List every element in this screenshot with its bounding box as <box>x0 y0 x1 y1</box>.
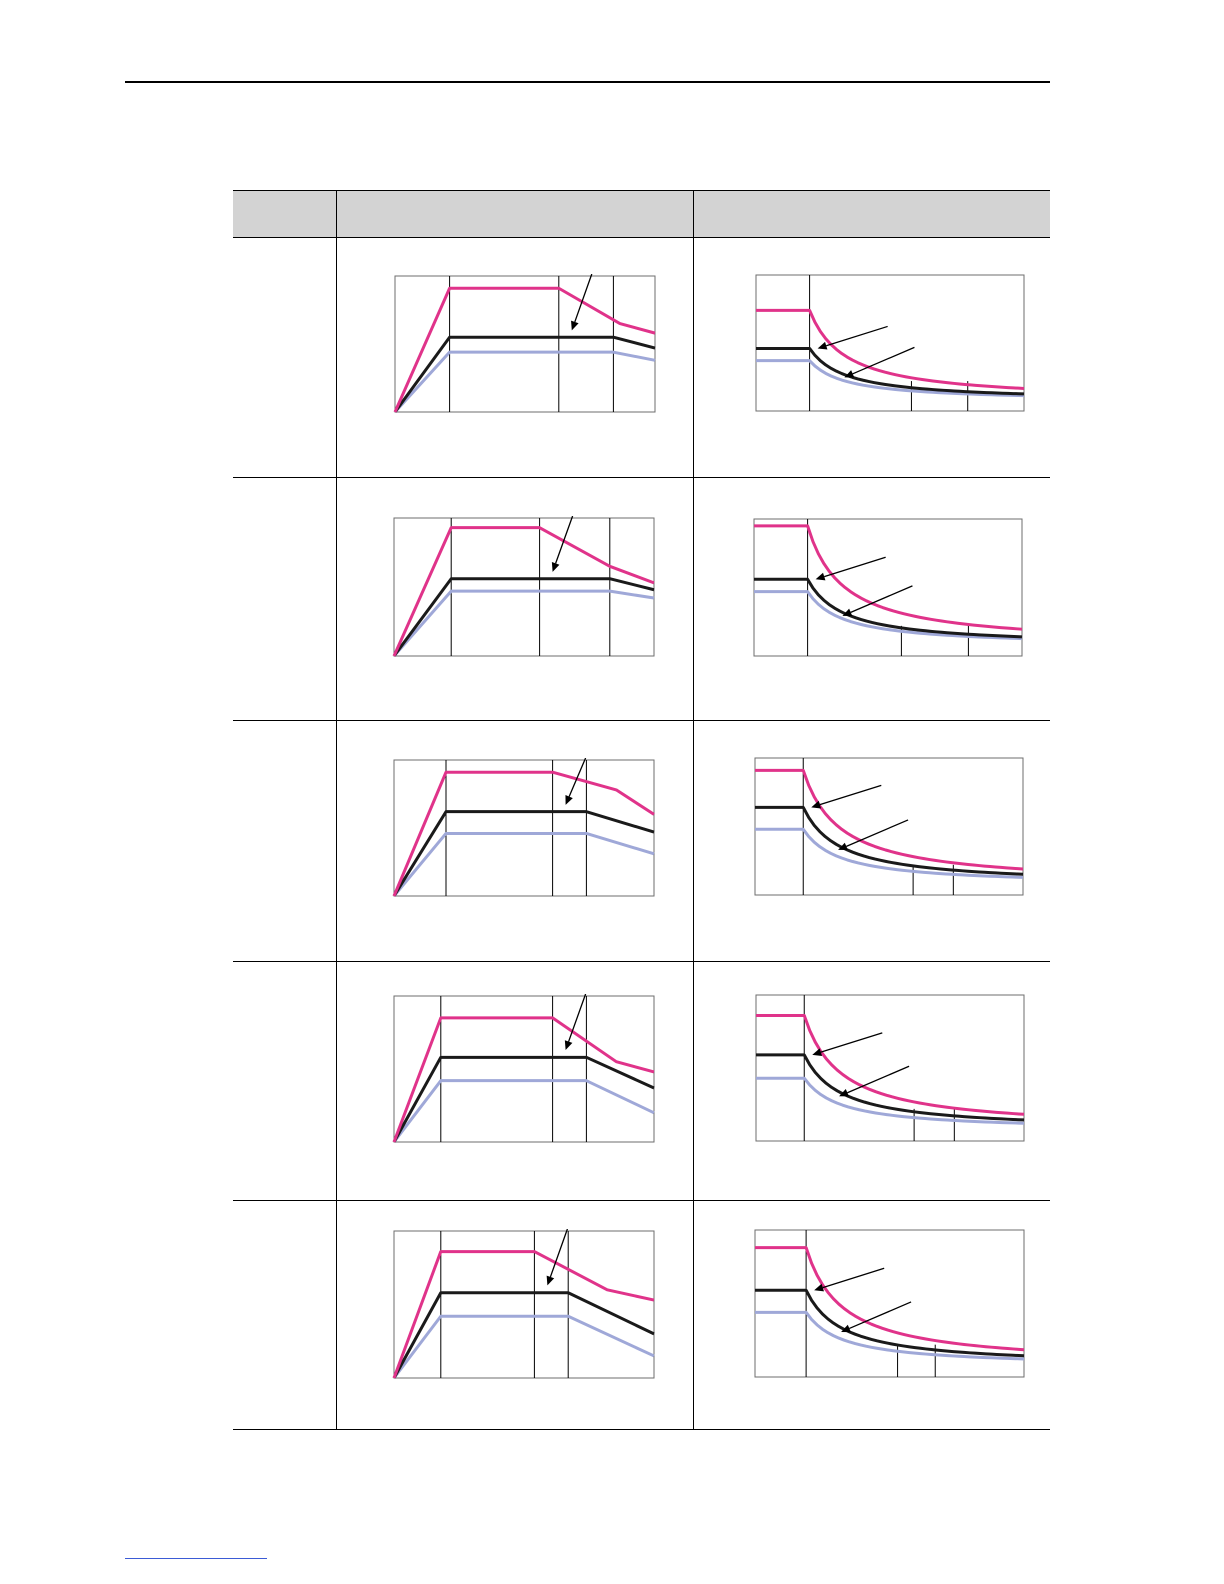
torque-chart <box>392 994 655 1143</box>
arrow-head <box>811 800 822 809</box>
annotation-arrow <box>849 1301 912 1330</box>
chart-frame <box>393 1230 655 1379</box>
row-divider <box>233 190 1050 191</box>
chart-frame <box>755 994 1025 1142</box>
torque-chart <box>392 516 655 657</box>
header-rule <box>125 81 1050 83</box>
arrow-head <box>838 842 848 851</box>
chart-frame <box>754 1229 1025 1378</box>
annotation-arrow <box>820 1032 883 1053</box>
chart-frame <box>394 275 656 413</box>
annotation-arrow <box>574 274 593 323</box>
row-divider <box>233 961 1050 962</box>
series-line-black <box>392 1291 655 1379</box>
annotation-arrow <box>852 346 915 375</box>
row-divider <box>233 477 1050 478</box>
series-line-blue <box>392 831 655 897</box>
series-line-pink <box>754 524 1023 631</box>
arrow-head <box>812 1048 823 1056</box>
series-line-pink <box>756 308 1025 390</box>
chart-frame <box>755 274 1025 412</box>
series-line-blue <box>756 359 1025 398</box>
arrow-head <box>844 370 855 378</box>
torque-speed-chart <box>755 994 1025 1142</box>
torque-chart <box>392 1229 655 1379</box>
annotation-arrow <box>822 1267 885 1289</box>
chart-frame <box>393 517 655 657</box>
arrow-head <box>564 1040 573 1051</box>
series-line-blue <box>392 1314 655 1379</box>
chart-frame <box>753 518 1023 657</box>
chart-frame <box>393 995 655 1143</box>
footer-link-underline <box>125 1558 267 1559</box>
table-header <box>233 190 1050 238</box>
annotation-arrow <box>555 516 574 564</box>
row-divider <box>233 1200 1050 1201</box>
annotation-arrow <box>568 758 587 797</box>
series-line-blue <box>756 1076 1025 1125</box>
arrow-head <box>571 320 579 331</box>
annotation-arrow <box>826 325 888 347</box>
series-line-pink <box>392 770 655 897</box>
annotation-arrow <box>824 556 886 578</box>
series-line-blue <box>393 350 656 414</box>
series-line-pink <box>392 1250 655 1379</box>
series-line-black <box>756 346 1025 396</box>
arrow-head <box>839 1089 849 1097</box>
arrow-head <box>565 795 573 805</box>
row-divider <box>233 237 1050 238</box>
series-line-blue <box>754 590 1023 641</box>
annotation-arrow <box>568 994 587 1042</box>
arrow-head <box>842 608 853 617</box>
torque-speed-chart <box>754 757 1024 896</box>
series-line-black <box>754 577 1023 639</box>
series-line-black <box>392 810 655 897</box>
column-divider <box>693 190 694 1430</box>
arrow-head <box>546 1275 555 1286</box>
characteristics-table <box>233 190 1050 1430</box>
column-divider <box>336 190 337 1430</box>
series-line-black <box>756 1053 1025 1122</box>
arrow-head <box>841 1324 851 1333</box>
torque-chart <box>392 758 655 897</box>
arrow-head <box>551 561 560 572</box>
series-line-blue <box>755 1310 1025 1361</box>
arrow-head <box>817 341 828 350</box>
annotation-arrow <box>549 1229 569 1278</box>
series-line-pink <box>392 1016 655 1143</box>
series-line-black <box>392 1055 655 1143</box>
series-line-blue <box>392 589 655 657</box>
row-divider <box>233 1429 1050 1430</box>
torque-chart <box>393 274 656 414</box>
series-line-black <box>755 805 1024 876</box>
chart-frame <box>393 759 655 897</box>
series-line-black <box>392 577 655 657</box>
torque-speed-chart <box>755 274 1025 412</box>
annotation-arrow <box>847 1065 910 1094</box>
series-line-blue <box>755 827 1024 879</box>
series-line-pink <box>393 286 656 413</box>
annotation-arrow <box>850 585 913 613</box>
series-line-pink <box>392 526 655 657</box>
series-line-pink <box>755 1246 1025 1352</box>
series-line-black <box>393 335 656 413</box>
series-line-pink <box>756 1013 1025 1116</box>
series-line-pink <box>755 768 1024 871</box>
torque-speed-chart <box>754 1229 1025 1378</box>
annotation-arrow <box>846 819 909 847</box>
torque-speed-chart <box>753 518 1023 657</box>
row-divider <box>233 720 1050 721</box>
chart-frame <box>754 757 1024 896</box>
arrow-head <box>814 1283 824 1292</box>
annotation-arrow <box>819 784 882 806</box>
series-line-black <box>755 1288 1025 1358</box>
series-line-blue <box>392 1079 655 1143</box>
arrow-head <box>815 572 826 581</box>
